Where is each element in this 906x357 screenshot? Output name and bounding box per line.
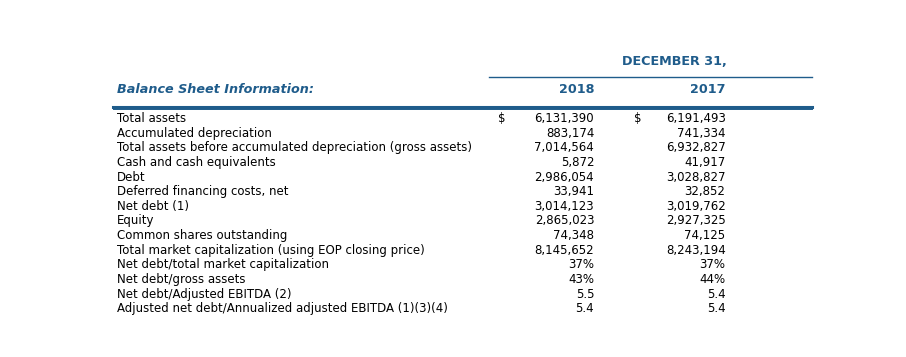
Text: Accumulated depreciation: Accumulated depreciation bbox=[117, 127, 272, 140]
Text: $: $ bbox=[498, 112, 506, 125]
Text: 2,865,023: 2,865,023 bbox=[535, 215, 594, 227]
Text: 2018: 2018 bbox=[559, 83, 594, 96]
Text: Cash and cash equivalents: Cash and cash equivalents bbox=[117, 156, 275, 169]
Text: Common shares outstanding: Common shares outstanding bbox=[117, 229, 287, 242]
Text: DECEMBER 31,: DECEMBER 31, bbox=[622, 55, 727, 68]
Text: 6,191,493: 6,191,493 bbox=[666, 112, 726, 125]
Text: 6,932,827: 6,932,827 bbox=[666, 141, 726, 154]
Text: 43%: 43% bbox=[568, 273, 594, 286]
Text: 5.4: 5.4 bbox=[575, 302, 594, 315]
Text: 883,174: 883,174 bbox=[545, 127, 594, 140]
Text: 3,019,762: 3,019,762 bbox=[666, 200, 726, 213]
Text: Net debt/total market capitalization: Net debt/total market capitalization bbox=[117, 258, 329, 271]
Text: 8,243,194: 8,243,194 bbox=[666, 243, 726, 257]
Text: $: $ bbox=[634, 112, 641, 125]
Text: Total assets before accumulated depreciation (gross assets): Total assets before accumulated deprecia… bbox=[117, 141, 472, 154]
Text: 7,014,564: 7,014,564 bbox=[535, 141, 594, 154]
Text: 5,872: 5,872 bbox=[561, 156, 594, 169]
Text: Balance Sheet Information:: Balance Sheet Information: bbox=[117, 83, 313, 96]
Text: 74,348: 74,348 bbox=[554, 229, 594, 242]
Text: 37%: 37% bbox=[568, 258, 594, 271]
Text: Adjusted net debt/Annualized adjusted EBITDA (1)(3)(4): Adjusted net debt/Annualized adjusted EB… bbox=[117, 302, 448, 315]
Text: 44%: 44% bbox=[699, 273, 726, 286]
Text: Equity: Equity bbox=[117, 215, 154, 227]
Text: 6,131,390: 6,131,390 bbox=[535, 112, 594, 125]
Text: 5.4: 5.4 bbox=[707, 302, 726, 315]
Text: Net debt/gross assets: Net debt/gross assets bbox=[117, 273, 246, 286]
Text: 2,927,325: 2,927,325 bbox=[666, 215, 726, 227]
Text: 37%: 37% bbox=[699, 258, 726, 271]
Text: Deferred financing costs, net: Deferred financing costs, net bbox=[117, 185, 288, 198]
Text: 3,014,123: 3,014,123 bbox=[535, 200, 594, 213]
Text: 33,941: 33,941 bbox=[554, 185, 594, 198]
Text: 3,028,827: 3,028,827 bbox=[666, 171, 726, 183]
Text: 32,852: 32,852 bbox=[685, 185, 726, 198]
Text: 41,917: 41,917 bbox=[684, 156, 726, 169]
Text: Debt: Debt bbox=[117, 171, 145, 183]
Text: 74,125: 74,125 bbox=[684, 229, 726, 242]
Text: Net debt/Adjusted EBITDA (2): Net debt/Adjusted EBITDA (2) bbox=[117, 287, 291, 301]
Text: 5.5: 5.5 bbox=[575, 287, 594, 301]
Text: Total market capitalization (using EOP closing price): Total market capitalization (using EOP c… bbox=[117, 243, 425, 257]
Text: 741,334: 741,334 bbox=[677, 127, 726, 140]
Text: 2,986,054: 2,986,054 bbox=[535, 171, 594, 183]
Text: 5.4: 5.4 bbox=[707, 287, 726, 301]
Text: 8,145,652: 8,145,652 bbox=[535, 243, 594, 257]
Text: Total assets: Total assets bbox=[117, 112, 186, 125]
Text: Net debt (1): Net debt (1) bbox=[117, 200, 188, 213]
Text: 2017: 2017 bbox=[690, 83, 726, 96]
